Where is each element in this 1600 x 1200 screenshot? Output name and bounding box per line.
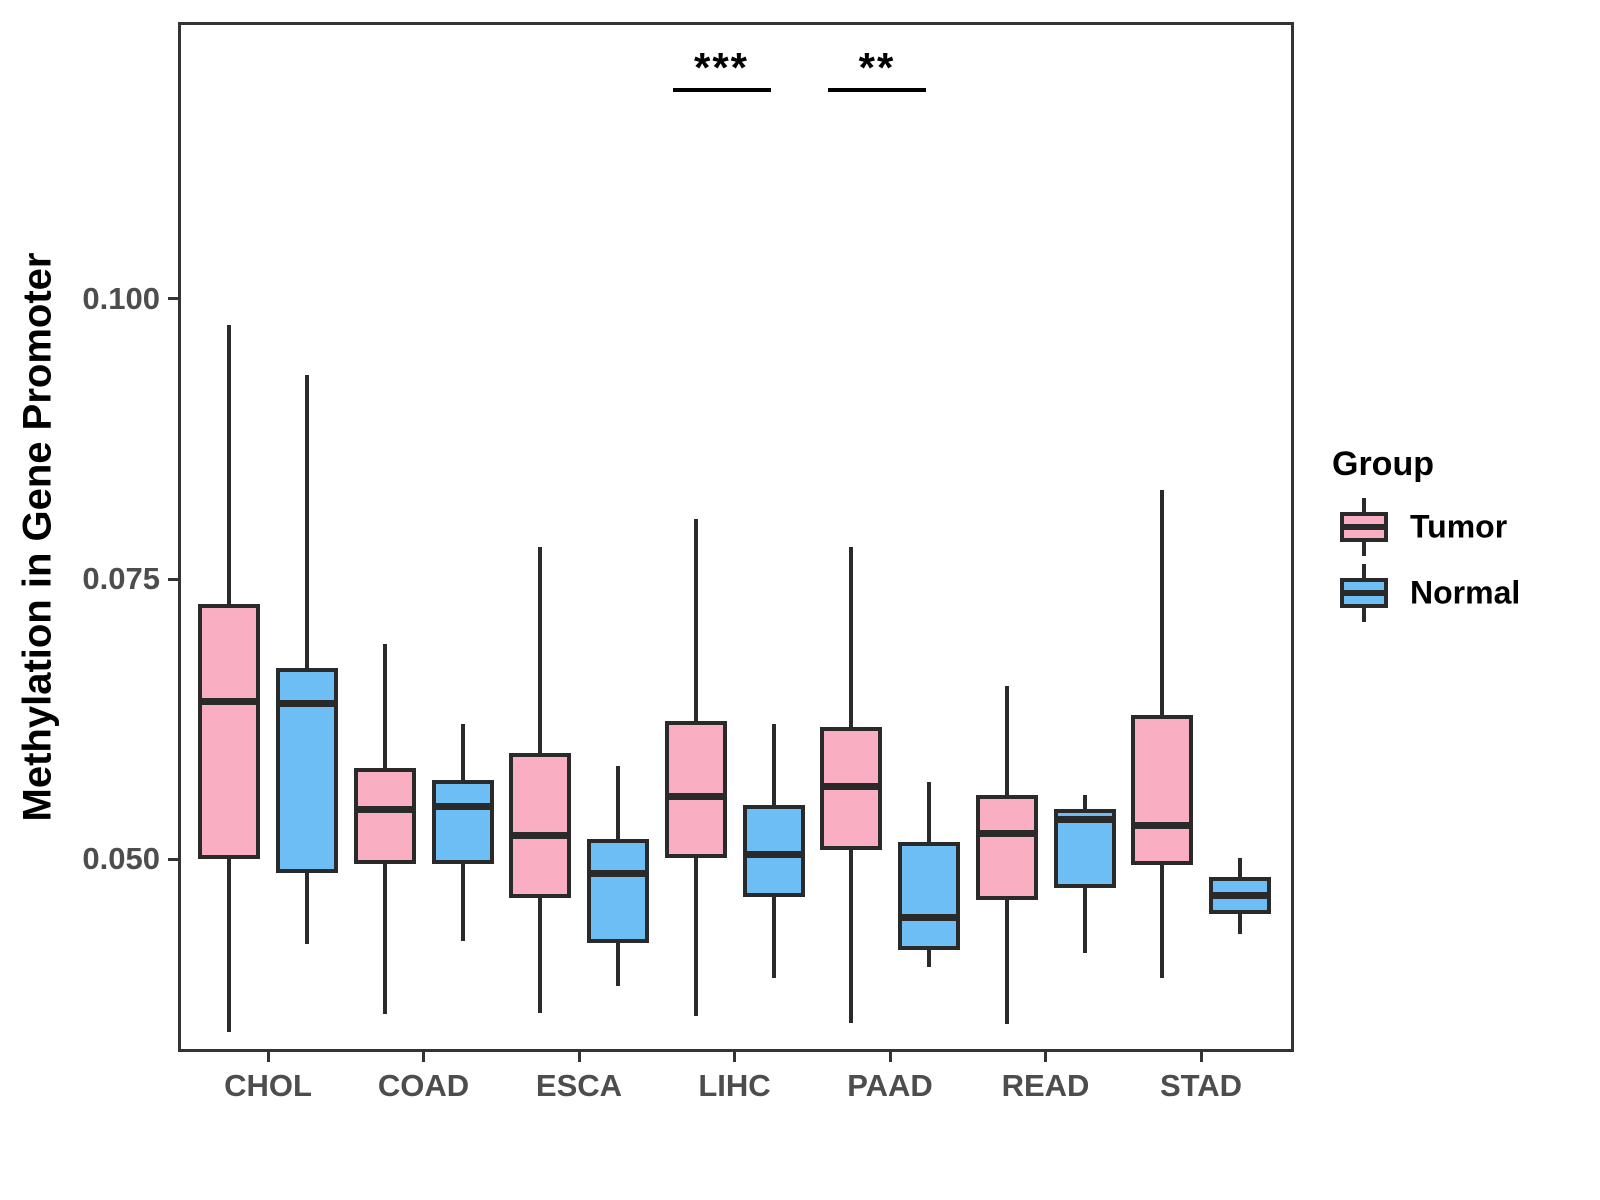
median-tumor-COAD xyxy=(353,806,416,814)
y-tick-label: 0.050 xyxy=(82,841,160,877)
x-tick-label: COAD xyxy=(377,1068,470,1103)
whisker-lower-tumor-READ xyxy=(1004,899,1009,1024)
box-normal-ESCA xyxy=(587,839,649,944)
whisker-upper-tumor-ESCA xyxy=(538,546,542,753)
median-normal-READ xyxy=(1053,816,1116,824)
x-tick-label: LIHC xyxy=(698,1068,771,1103)
median-tumor-CHOL xyxy=(198,697,260,705)
median-tumor-ESCA xyxy=(509,832,571,840)
whisker-upper-tumor-LIHC xyxy=(693,518,698,722)
whisker-upper-tumor-STAD xyxy=(1160,490,1164,715)
whisker-lower-normal-PAAD xyxy=(927,950,931,967)
whisker-upper-tumor-PAAD xyxy=(849,546,853,727)
legend-label-normal: Normal xyxy=(1410,574,1521,611)
median-tumor-LIHC xyxy=(664,792,727,800)
whisker-upper-tumor-COAD xyxy=(382,644,387,769)
median-normal-CHOL xyxy=(276,699,338,707)
whisker-lower-tumor-PAAD xyxy=(849,850,853,1023)
whisker-upper-normal-READ xyxy=(1082,795,1087,809)
whisker-lower-normal-ESCA xyxy=(616,943,620,986)
whisker-upper-tumor-READ xyxy=(1004,685,1009,796)
median-normal-COAD xyxy=(431,803,494,811)
whisker-upper-normal-PAAD xyxy=(927,781,931,843)
x-tick-mark xyxy=(422,1052,425,1062)
whisker-upper-normal-LIHC xyxy=(771,723,776,806)
whisker-lower-normal-LIHC xyxy=(771,897,776,979)
box-normal-PAAD xyxy=(898,842,960,950)
x-tick-label: CHOL xyxy=(224,1068,312,1103)
y-tick-mark xyxy=(168,857,178,861)
whisker-lower-normal-READ xyxy=(1082,888,1087,954)
whisker-upper-normal-COAD xyxy=(460,723,465,780)
x-tick-mark xyxy=(266,1052,270,1062)
whisker-lower-tumor-CHOL xyxy=(227,859,231,1032)
whisker-lower-tumor-ESCA xyxy=(538,898,542,1013)
whisker-lower-tumor-COAD xyxy=(382,863,387,1014)
box-normal-CHOL xyxy=(276,667,338,873)
median-tumor-PAAD xyxy=(820,782,882,790)
y-tick-mark xyxy=(168,297,178,301)
box-tumor-COAD xyxy=(353,768,416,864)
median-normal-LIHC xyxy=(742,851,805,859)
whisker-upper-normal-CHOL xyxy=(305,375,309,668)
whisker-lower-tumor-STAD xyxy=(1160,864,1164,979)
whisker-upper-tumor-CHOL xyxy=(227,324,231,604)
x-tick-label: READ xyxy=(1001,1068,1090,1103)
significance-bar-PAAD xyxy=(828,88,926,92)
legend-label-tumor: Tumor xyxy=(1410,508,1508,545)
y-tick-label: 0.075 xyxy=(82,561,160,597)
x-tick-mark xyxy=(1044,1052,1047,1062)
significance-stars-LIHC: *** xyxy=(693,44,750,91)
x-tick-mark xyxy=(1199,1052,1203,1062)
normal-key-median-icon xyxy=(1340,590,1388,596)
x-tick-label: STAD xyxy=(1159,1068,1243,1103)
y-tick-label: 0.100 xyxy=(82,280,160,316)
median-normal-STAD xyxy=(1209,891,1271,899)
x-tick-label: ESCA xyxy=(535,1068,623,1103)
tumor-key-median-icon xyxy=(1340,524,1388,530)
whisker-lower-tumor-LIHC xyxy=(693,858,698,1017)
median-normal-ESCA xyxy=(587,870,649,878)
significance-bar-LIHC xyxy=(672,88,771,92)
box-normal-COAD xyxy=(431,779,494,864)
median-normal-PAAD xyxy=(898,914,960,921)
whisker-lower-normal-STAD xyxy=(1238,914,1242,935)
x-tick-mark xyxy=(733,1052,736,1062)
box-tumor-LIHC xyxy=(664,721,727,859)
whisker-lower-normal-CHOL xyxy=(305,872,309,945)
whisker-upper-normal-STAD xyxy=(1238,858,1242,878)
box-tumor-CHOL xyxy=(198,603,260,860)
x-tick-mark xyxy=(888,1052,892,1062)
median-tumor-READ xyxy=(975,829,1038,837)
y-axis-title: Methylation in Gene Promoter xyxy=(15,252,60,822)
x-tick-mark xyxy=(577,1052,581,1062)
x-tick-label: PAAD xyxy=(847,1068,933,1103)
whisker-lower-normal-COAD xyxy=(460,863,465,942)
box-tumor-ESCA xyxy=(509,752,571,899)
median-tumor-STAD xyxy=(1131,822,1193,830)
plot-panel xyxy=(178,22,1294,1052)
whisker-upper-normal-ESCA xyxy=(616,766,620,840)
significance-stars-PAAD: ** xyxy=(858,44,896,91)
box-tumor-READ xyxy=(975,795,1038,900)
box-tumor-STAD xyxy=(1131,714,1193,865)
legend-title: Group xyxy=(1332,445,1434,483)
y-tick-mark xyxy=(168,577,178,581)
